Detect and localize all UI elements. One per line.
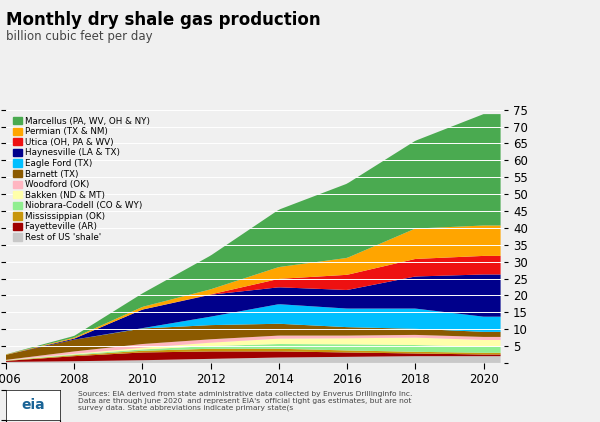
Text: eia: eia <box>21 398 45 412</box>
Text: Monthly dry shale gas production: Monthly dry shale gas production <box>6 11 320 29</box>
Text: Sources: EIA derived from state administrative data collected by Enverus Drillin: Sources: EIA derived from state administ… <box>78 391 412 411</box>
Text: billion cubic feet per day: billion cubic feet per day <box>6 30 152 43</box>
Legend: Marcellus (PA, WV, OH & NY), Permian (TX & NM), Utica (OH, PA & WV), Haynesville: Marcellus (PA, WV, OH & NY), Permian (TX… <box>10 114 153 245</box>
